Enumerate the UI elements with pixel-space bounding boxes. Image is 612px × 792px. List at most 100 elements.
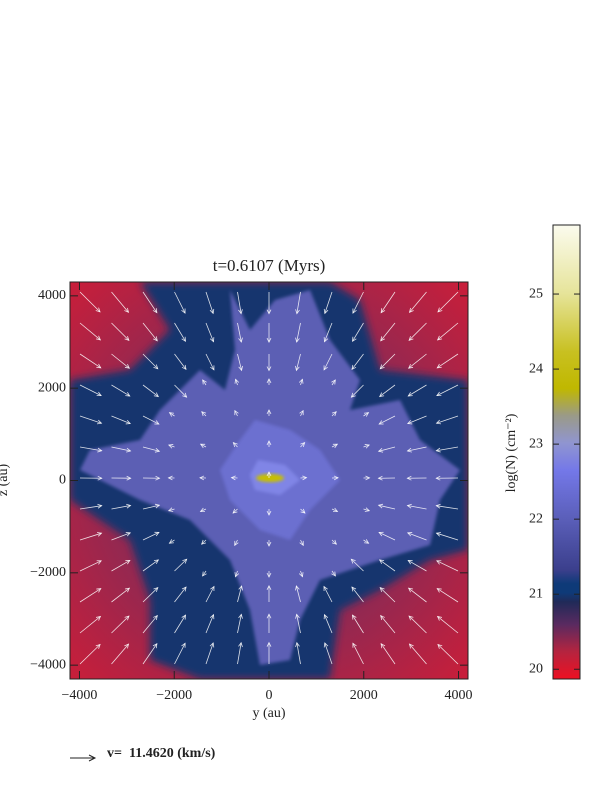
velocity-arrow	[142, 559, 159, 572]
velocity-arrowhead	[352, 336, 357, 342]
velocity-arrowhead	[323, 585, 328, 591]
velocity-arrowhead	[295, 309, 300, 315]
velocity-arrowhead	[406, 475, 412, 481]
velocity-arrowhead	[209, 337, 215, 343]
velocity-arrowhead	[202, 571, 207, 577]
velocity-arrowhead	[437, 643, 443, 649]
x-tick-label: −2000	[156, 688, 192, 703]
velocity-arrow	[79, 532, 102, 541]
y-tick-label: 4000	[38, 288, 66, 303]
velocity-arrow	[436, 588, 459, 603]
velocity-arrow	[331, 508, 338, 512]
velocity-arrow	[296, 353, 301, 371]
x-tick-label: 0	[266, 688, 273, 703]
velocity-arrow	[142, 643, 158, 665]
velocity-arrowhead	[182, 392, 188, 398]
velocity-arrowhead	[234, 540, 239, 547]
velocity-arrowhead	[378, 392, 385, 398]
velocity-arrowhead	[96, 560, 102, 565]
velocity-arrow	[235, 570, 238, 577]
velocity-arrowhead	[266, 337, 272, 343]
velocity-arrow	[233, 442, 238, 448]
velocity-arrow	[407, 415, 427, 424]
velocity-arrowhead	[202, 379, 207, 385]
velocity-arrowhead	[377, 503, 384, 509]
velocity-arrow	[79, 353, 101, 369]
velocity-arrow	[379, 384, 396, 397]
velocity-arrow	[409, 643, 427, 665]
velocity-arrowhead	[124, 307, 130, 313]
velocity-arrow	[331, 443, 338, 448]
velocity-arrowhead	[97, 475, 103, 481]
velocity-arrow	[300, 442, 305, 448]
velocity-arrowhead	[209, 308, 215, 315]
velocity-arrow	[174, 586, 187, 603]
velocity-arrowhead	[153, 559, 160, 565]
velocity-arrow	[352, 614, 364, 634]
velocity-arrowhead	[266, 309, 272, 315]
velocity-arrow	[407, 446, 427, 452]
velocity-arrow	[111, 643, 129, 665]
velocity-arrow	[351, 586, 364, 603]
velocity-arrowhead	[323, 365, 328, 371]
velocity-arrowhead	[408, 335, 414, 341]
velocity-arrowhead	[380, 336, 385, 342]
velocity-arrow	[79, 446, 102, 452]
velocity-arrowhead	[155, 475, 161, 481]
velocity-arrow	[111, 415, 131, 424]
velocity-arrowhead	[352, 308, 357, 314]
velocity-arrowhead	[238, 337, 243, 343]
chart-title: t=0.6107 (Myrs)	[213, 256, 326, 275]
velocity-arrowhead	[124, 335, 130, 341]
velocity-arrowhead	[238, 365, 243, 372]
velocity-arrow	[202, 570, 207, 577]
velocity-arrow	[408, 353, 427, 369]
velocity-arrow	[436, 505, 459, 510]
velocity-arrowhead	[153, 336, 158, 342]
velocity-arrowhead	[181, 642, 186, 648]
velocity-arrowhead	[350, 558, 356, 564]
velocity-arrow	[331, 411, 337, 417]
column-density-map	[70, 282, 468, 679]
velocity-arrow	[379, 587, 396, 603]
velocity-arrowhead	[435, 503, 441, 509]
velocity-arrowhead	[323, 308, 329, 315]
velocity-arrowhead	[331, 379, 336, 385]
velocity-arrowhead	[96, 391, 102, 397]
velocity-arrow	[437, 291, 459, 313]
velocity-arrowhead	[266, 541, 272, 547]
velocity-arrowhead	[238, 585, 243, 591]
velocity-arrow	[324, 291, 333, 314]
velocity-arrowhead	[96, 588, 102, 593]
velocity-arrow	[111, 505, 131, 510]
velocity-arrow	[142, 532, 160, 541]
colorbar-tick-label: 22	[529, 511, 543, 526]
velocity-arrow	[351, 353, 364, 370]
velocity-arrow	[79, 505, 102, 510]
velocity-arrow	[234, 539, 238, 546]
velocity-arrow	[174, 614, 186, 634]
velocity-arrow	[174, 558, 187, 572]
velocity-arrow	[379, 559, 396, 572]
velocity-arrowhead	[407, 559, 413, 565]
velocity-arrow	[378, 532, 396, 541]
velocity-arrow	[408, 587, 427, 603]
velocity-arrow	[174, 384, 187, 398]
velocity-arrowhead	[266, 584, 272, 591]
velocity-arrowhead	[295, 641, 300, 648]
velocity-arrow	[111, 532, 131, 541]
velocity-arrow	[237, 614, 242, 634]
velocity-arrowhead	[378, 559, 385, 565]
y-tick-label: −2000	[30, 565, 66, 580]
velocity-arrow	[352, 643, 364, 665]
velocity-arrowhead	[232, 442, 238, 448]
velocity-arrowhead	[266, 613, 272, 619]
velocity-arrow	[237, 291, 242, 314]
colorbar-tick-label: 23	[529, 436, 543, 451]
velocity-arrow	[237, 585, 243, 603]
velocity-arrowhead	[152, 308, 158, 314]
velocity-arrow	[407, 560, 427, 572]
velocity-arrow	[79, 415, 102, 424]
velocity-arrowhead	[406, 532, 413, 537]
velocity-arrowhead	[234, 378, 240, 384]
